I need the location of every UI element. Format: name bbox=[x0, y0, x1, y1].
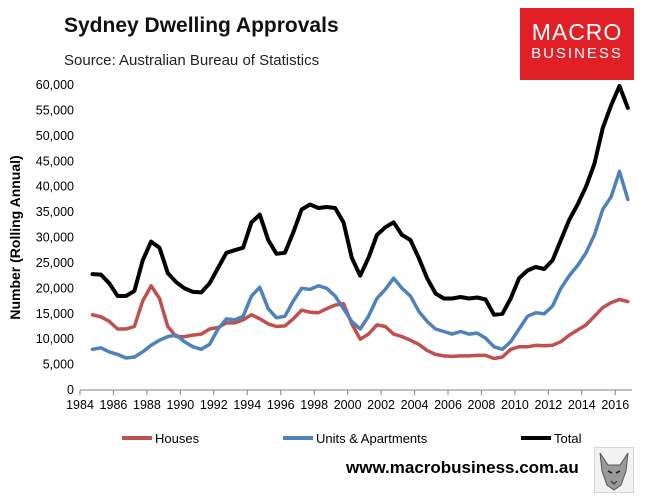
x-tick-label: 1988 bbox=[133, 398, 161, 412]
legend-label: Units & Apartments bbox=[316, 431, 428, 446]
x-tick-label: 1986 bbox=[100, 398, 128, 412]
x-tick-label: 2000 bbox=[334, 398, 362, 412]
y-tick-label: 20,000 bbox=[36, 281, 74, 295]
logo-text-top: MACRO bbox=[531, 19, 623, 45]
x-tick-label: 1984 bbox=[66, 398, 94, 412]
y-tick-label: 60,000 bbox=[36, 78, 74, 92]
y-tick-label: 15,000 bbox=[36, 307, 74, 321]
series-line bbox=[90, 284, 630, 361]
x-tick-label: 2002 bbox=[367, 398, 395, 412]
logo-text-bottom: BUSINESS bbox=[531, 45, 623, 62]
series-line bbox=[90, 84, 630, 317]
x-tick-label: 2006 bbox=[434, 398, 462, 412]
series-line bbox=[90, 169, 630, 360]
x-tick-label: 1994 bbox=[233, 398, 261, 412]
x-tick-label: 2014 bbox=[568, 398, 596, 412]
y-tick-label: 50,000 bbox=[36, 129, 74, 143]
legend-label: Houses bbox=[155, 431, 200, 446]
y-tick-label: 0 bbox=[67, 383, 74, 397]
x-tick-label: 2008 bbox=[468, 398, 496, 412]
x-tick-label: 2016 bbox=[601, 398, 629, 412]
website-link[interactable]: www.macrobusiness.com.au bbox=[346, 458, 579, 477]
y-tick-label: 40,000 bbox=[36, 180, 74, 194]
y-tick-label: 25,000 bbox=[36, 256, 74, 270]
chart-title: Sydney Dwelling Approvals bbox=[64, 14, 339, 37]
y-tick-label: 5,000 bbox=[43, 358, 74, 372]
x-tick-label: 2004 bbox=[401, 398, 429, 412]
x-tick-label: 2010 bbox=[501, 398, 529, 412]
chart-source: Source: Australian Bureau of Statistics bbox=[64, 52, 320, 69]
y-tick-label: 45,000 bbox=[36, 154, 74, 168]
legend-label: Total bbox=[554, 431, 582, 446]
x-tick-label: 1990 bbox=[166, 398, 194, 412]
y-tick-label: 30,000 bbox=[36, 231, 74, 245]
y-tick-label: 35,000 bbox=[36, 205, 74, 219]
wolf-icon bbox=[594, 447, 634, 493]
macrobusiness-logo[interactable]: MACRO BUSINESS bbox=[520, 8, 634, 80]
x-tick-label: 1992 bbox=[200, 398, 228, 412]
x-tick-label: 2012 bbox=[534, 398, 562, 412]
y-tick-label: 55,000 bbox=[36, 103, 74, 117]
y-axis-label: Number (Rolling Annual) bbox=[7, 155, 23, 319]
x-tick-label: 1996 bbox=[267, 398, 295, 412]
y-tick-label: 10,000 bbox=[36, 332, 74, 346]
x-tick-label: 1998 bbox=[300, 398, 328, 412]
